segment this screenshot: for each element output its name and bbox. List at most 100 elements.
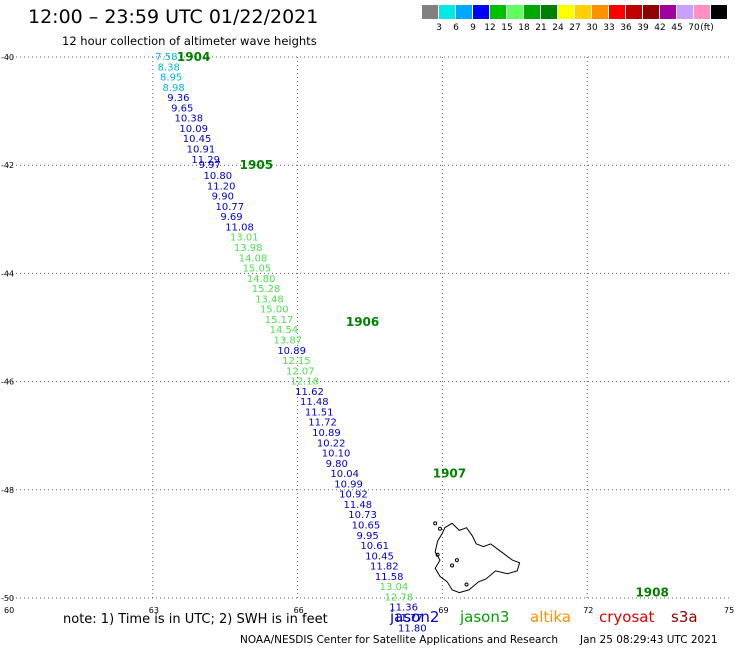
wave-height-value: 11.48 (343, 500, 372, 511)
scale-swatch (609, 5, 625, 19)
lon-tick-label: 63 (149, 606, 159, 615)
wave-height-value: 11.36 (389, 603, 418, 614)
wave-height-value: 10.73 (348, 510, 377, 521)
wave-height-value: 10.61 (360, 541, 389, 552)
wave-height-value: 9.80 (326, 459, 348, 470)
lat-tick-label: -42 (1, 161, 14, 170)
scale-swatch (473, 5, 489, 19)
time-label: 1906 (346, 315, 379, 329)
lon-tick-label: 60 (4, 606, 14, 615)
wave-height-value: 7.58 (155, 52, 177, 63)
scale-label: 3 (436, 23, 442, 33)
wave-height-value: 13.48 (255, 294, 284, 305)
wave-height-value: 10.99 (334, 479, 363, 490)
time-label: 1908 (635, 586, 668, 600)
islet (454, 558, 459, 563)
wave-height-value: 11.80 (398, 623, 427, 634)
time-labels: 1904 1905 1906 1907 1908 (177, 50, 669, 600)
wave-height-value: 11.72 (308, 418, 337, 429)
scale-label: 6 (453, 23, 459, 33)
scale-swatch (490, 5, 506, 19)
wave-height-value: 13.98 (234, 243, 263, 254)
scale-swatch (541, 5, 557, 19)
axis-tick-labels: -40 -42 -44 -46 -48 -50 60 63 66 69 72 75 (1, 53, 734, 615)
scale-label: 15 (501, 23, 513, 33)
scale-swatch (592, 5, 608, 19)
wave-height-value: 10.45 (365, 551, 394, 562)
lon-tick-label: 66 (294, 606, 304, 615)
wave-height-value: 9.65 (171, 103, 193, 114)
scale-label: 18 (518, 23, 530, 33)
footer-note: note: 1) Time is in UTC; 2) SWH is in fe… (63, 612, 328, 627)
scale-swatch (422, 5, 438, 19)
scale-swatch (711, 5, 727, 19)
scale-swatch (694, 5, 710, 19)
wave-height-value: 15.00 (260, 305, 289, 316)
wave-height-value: 11.51 (305, 407, 334, 418)
scale-label: 36 (620, 23, 632, 33)
satellite-altika: altika (530, 608, 572, 626)
scale-label: 39 (637, 23, 649, 33)
satellite-jason3: jason3 (460, 608, 510, 626)
scale-label: 42 (654, 23, 666, 33)
satellite-jason2: jason2 (390, 608, 440, 626)
scale-swatch (439, 5, 455, 19)
lat-tick-label: -44 (1, 269, 14, 278)
wave-height-value: 10.80 (203, 171, 232, 182)
wave-height-value: 10.89 (312, 428, 341, 439)
wave-height-value: 14.08 (239, 253, 268, 264)
satellite-cryosat: cryosat (599, 608, 655, 626)
wave-height-value: 11.58 (375, 572, 404, 583)
scale-label: 27 (569, 23, 581, 33)
wave-height-value: 10.10 (322, 449, 351, 460)
wave-height-value: 11.20 (207, 181, 236, 192)
islet (437, 526, 442, 531)
wave-height-value: 8.38 (158, 62, 180, 73)
scale-swatch (558, 5, 574, 19)
wave-height-value: 11.77 (394, 613, 423, 624)
altimeter-track: 7.588.388.958.989.369.6510.3810.0910.451… (155, 52, 426, 634)
scale-label: 45 (671, 23, 683, 33)
wave-height-value: 11.82 (370, 562, 399, 573)
scale-label: 9 (470, 23, 476, 33)
time-label: 1905 (240, 158, 273, 172)
time-label: 1904 (177, 50, 210, 64)
wave-height-value: 10.38 (175, 114, 204, 125)
lon-tick-label: 69 (438, 606, 448, 615)
wave-height-value: 8.95 (160, 73, 182, 84)
scale-swatch (507, 5, 523, 19)
time-label: 1907 (433, 467, 466, 481)
scale-swatch (456, 5, 472, 19)
kerguelen-islands-coastline (433, 521, 521, 594)
map-title: 12:00 – 23:59 UTC 01/22/2021 (28, 6, 319, 28)
wave-height-value: 11.29 (191, 155, 220, 166)
wave-height-value: 11.48 (300, 397, 329, 408)
generation-timestamp: Jan 25 08:29:43 UTC 2021 (580, 634, 718, 646)
wave-height-value: 11.62 (295, 387, 324, 398)
scale-swatch (660, 5, 676, 19)
wave-height-value: 12.07 (286, 366, 315, 377)
islet (464, 582, 469, 587)
credit-line: NOAA/NESDIS Center for Satellite Applica… (240, 634, 558, 646)
wave-height-value: 9.90 (212, 192, 234, 203)
wave-height-value: 9.95 (356, 531, 378, 542)
wave-height-value: 10.92 (339, 490, 368, 501)
wave-height-value: 15.05 (243, 264, 272, 275)
scale-label: 70 (688, 23, 700, 33)
wave-height-value: 10.45 (183, 134, 212, 145)
wave-height-value: 8.98 (162, 83, 184, 94)
lat-lon-grid (8, 56, 732, 599)
kerguelen-main-island (434, 522, 521, 594)
scale-label: 33 (603, 23, 615, 33)
islet (435, 552, 440, 557)
satellite-s3a: s3a (671, 608, 698, 626)
wave-height-value: 15.28 (252, 284, 281, 295)
scale-swatch (677, 5, 693, 19)
wave-height-value: 15.17 (265, 315, 294, 326)
wave-height-value: 14.80 (247, 274, 276, 285)
scale-swatch (626, 5, 642, 19)
wave-height-value: 9.36 (167, 93, 189, 104)
scale-swatch (643, 5, 659, 19)
wave-height-value: 13.01 (230, 233, 259, 244)
